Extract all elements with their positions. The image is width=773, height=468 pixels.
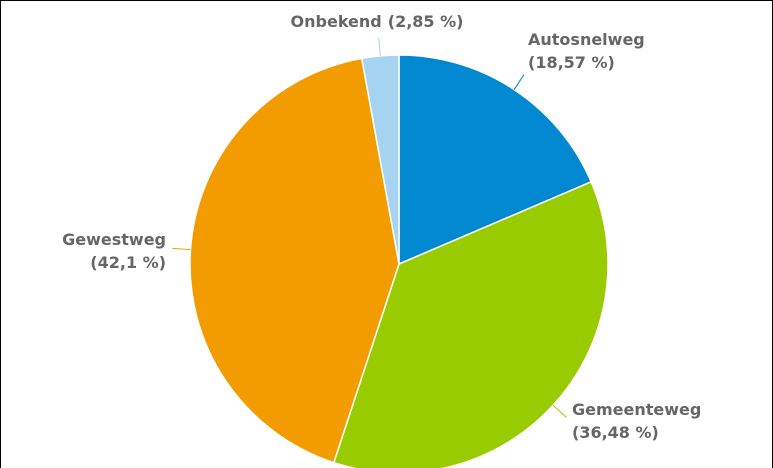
slice-label: Gemeenteweg (36,48 %) (572, 400, 701, 442)
value-label: (18,57 %) (528, 53, 615, 72)
label-connector (513, 74, 525, 90)
slice-label: Autosnelweg (18,57 %) (528, 30, 645, 72)
pie-slice (361, 54, 400, 265)
value-label: (2,85 %) (388, 12, 464, 31)
value-label: (36,48 %) (572, 423, 659, 442)
label-connector (552, 404, 567, 418)
slice-label: Onbekend (2,85 %) (291, 12, 464, 31)
label-connector (378, 37, 381, 56)
category-label: Onbekend (291, 12, 382, 31)
slice-label: Gewestweg (42,1 %) (62, 230, 166, 272)
label-connector (172, 247, 191, 251)
category-label: Autosnelweg (528, 30, 645, 49)
category-label: Gewestweg (62, 230, 166, 249)
value-label: (42,1 %) (90, 253, 166, 272)
category-label: Gemeenteweg (572, 400, 701, 419)
pie-slice (398, 54, 592, 265)
